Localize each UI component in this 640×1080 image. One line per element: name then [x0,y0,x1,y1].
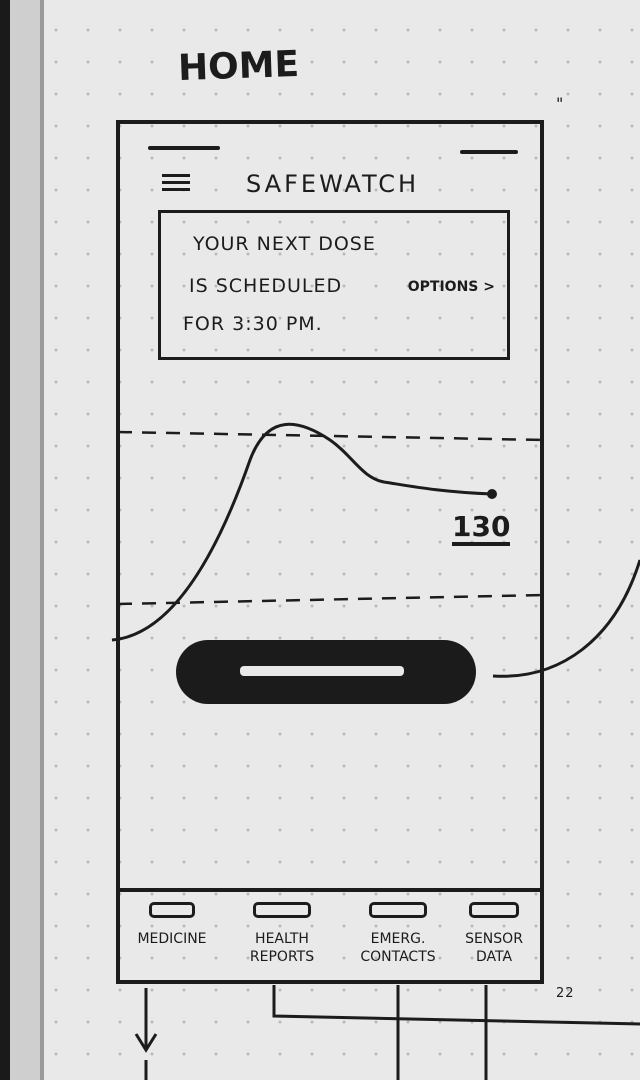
down-arrow-icon [134,988,158,1053]
nav-item-health-reports[interactable]: HEALTH REPORTS [236,902,328,966]
page-number: 22 [556,986,575,1001]
nav-item-medicine[interactable]: MEDICINE [122,902,222,948]
options-link[interactable]: OPTIONS > [407,279,495,295]
bottom-nav: MEDICINE HEALTH REPORTS EMERG. CONTACTS … [120,888,540,984]
margin-mark: " [556,94,565,113]
notebook-page-edge [0,0,50,1080]
button-label-placeholder [240,666,404,676]
nav-pill-icon [469,902,519,918]
dose-text-line: FOR 3:30 PM. [183,313,323,335]
reading-trend-line [111,422,493,642]
dose-text-line: IS SCHEDULED [189,275,343,297]
status-bar-left [148,146,220,150]
nav-pill-icon [149,902,195,918]
upper-threshold-line [117,430,545,442]
annotation-arrow-line [492,559,640,678]
next-dose-card: YOUR NEXT DOSE IS SCHEDULED FOR 3:30 PM.… [158,210,510,360]
latest-reading-point [487,489,497,499]
nav-label: SENSOR DATA [465,931,523,965]
nav-pill-icon [369,902,427,918]
nav-label: HEALTH REPORTS [249,931,315,965]
nav-item-emergency-contacts[interactable]: EMERG. CONTACTS [348,902,448,966]
current-reading-value: 130 [452,512,511,546]
app-title: SAFEWATCH [246,170,420,198]
primary-action-button[interactable] [176,640,476,704]
dose-text-line: YOUR NEXT DOSE [193,233,376,255]
status-bar-right [460,150,518,154]
hamburger-menu-icon[interactable] [162,174,192,192]
nav-label: EMERG. CONTACTS [360,931,436,965]
nav-label: MEDICINE [137,931,207,947]
nav-item-sensor-data[interactable]: SENSOR DATA [454,902,534,966]
phone-frame: SAFEWATCH YOUR NEXT DOSE IS SCHEDULED FO… [116,120,544,984]
nav-pill-icon [253,902,311,918]
flow-line-health [272,985,640,1026]
